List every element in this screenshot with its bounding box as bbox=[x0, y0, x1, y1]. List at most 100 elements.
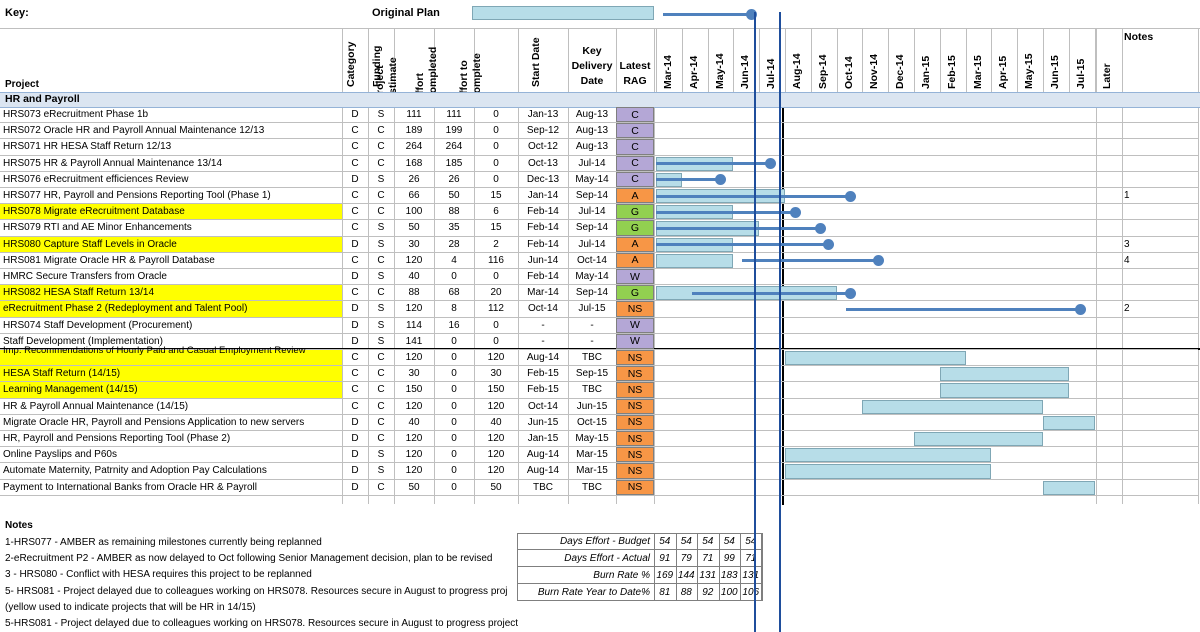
stats-value: 88 bbox=[680, 587, 692, 598]
row-divider bbox=[0, 397, 1198, 399]
start-cell: - bbox=[541, 319, 545, 331]
todo-cell: 50 bbox=[490, 481, 502, 493]
milestone-dot[interactable] bbox=[715, 174, 726, 186]
highlight-band bbox=[0, 301, 342, 317]
est-cell: 141 bbox=[405, 335, 423, 347]
key-delivery-line-2: Delivery bbox=[571, 60, 613, 72]
month-column-line bbox=[888, 28, 890, 92]
table-row[interactable]: Imp. Recommendations of Hourly Paid and … bbox=[0, 346, 1200, 367]
milestone-dot[interactable] bbox=[873, 255, 884, 267]
start-cell: Feb-14 bbox=[527, 238, 559, 250]
key-milestone-dot bbox=[746, 9, 757, 20]
project-name: Migrate Oracle HR, Payroll and Pensions … bbox=[3, 416, 305, 428]
plan-bar[interactable] bbox=[1043, 480, 1095, 495]
rag-cell: NS bbox=[616, 447, 654, 463]
project-name: HESA Staff Return (14/15) bbox=[3, 368, 121, 380]
rag-cell: W bbox=[616, 317, 654, 333]
done-cell: 50 bbox=[448, 190, 460, 202]
todo-cell: 120 bbox=[487, 433, 505, 445]
est-cell: 168 bbox=[405, 157, 423, 169]
month-header: Later bbox=[1100, 63, 1113, 89]
table-row[interactable]: Learning Management (14/15) C C 150 0 150 Feb-… bbox=[0, 382, 1200, 399]
plan-bar[interactable] bbox=[785, 448, 992, 463]
grid-column-line bbox=[368, 28, 369, 504]
rag-cell: W bbox=[616, 269, 654, 285]
table-row[interactable]: HRS079 RTI and AE Minor Enhancements C S 50… bbox=[0, 220, 1200, 237]
fund-cell: S bbox=[377, 319, 385, 331]
plan-bar[interactable] bbox=[939, 367, 1069, 382]
due-cell: Mar-15 bbox=[576, 465, 608, 477]
milestone-dot[interactable] bbox=[845, 287, 856, 299]
project-name: HRS080 Capture Staff Levels in Oracle bbox=[3, 238, 177, 250]
table-row[interactable]: HRS071 HR HESA Staff Return 12/13 C C 264 26… bbox=[0, 139, 1200, 156]
table-row[interactable]: HRS075 HR & Payroll Annual Maintenance 1… bbox=[0, 155, 1200, 172]
todo-cell: 0 bbox=[493, 109, 499, 121]
table-row[interactable]: Payment to International Banks from Orac… bbox=[0, 479, 1200, 496]
row-divider bbox=[0, 332, 1198, 334]
note-line: 2-eRecruitment P2 - AMBER as now delayed… bbox=[5, 553, 493, 565]
rag-cell: C bbox=[616, 155, 654, 171]
table-row[interactable]: HESA Staff Return (14/15) C C 30 0 30 Feb-15 Se… bbox=[0, 366, 1200, 383]
cat-cell: D bbox=[351, 433, 359, 445]
done-cell: 199 bbox=[445, 125, 463, 137]
project-name: Imp. Recommendations of Hourly Paid and … bbox=[3, 346, 306, 356]
stats-value: 54 bbox=[745, 536, 757, 547]
month-header: Apr-14 bbox=[687, 55, 700, 89]
todo-cell: 120 bbox=[487, 465, 505, 477]
todo-cell: 2 bbox=[493, 238, 499, 250]
highlight-band bbox=[0, 350, 342, 366]
row-divider bbox=[0, 478, 1198, 480]
stats-value: 131 bbox=[699, 570, 717, 581]
note-line: 5- HRS081 - Project delayed due to colle… bbox=[5, 585, 508, 597]
table-row[interactable]: Migrate Oracle HR, Payroll and Pensions … bbox=[0, 414, 1200, 431]
milestone-dot[interactable] bbox=[765, 158, 776, 170]
table-row[interactable]: Staff Development (Implementation) D S 141 0… bbox=[0, 333, 1200, 350]
fund-cell: S bbox=[377, 238, 385, 250]
table-row[interactable]: HRS080 Capture Staff Levels in Oracle D S 3… bbox=[0, 236, 1200, 253]
plan-bar[interactable] bbox=[939, 383, 1069, 398]
table-row[interactable]: HR & Payroll Annual Maintenance (14/15) C… bbox=[0, 398, 1200, 415]
milestone-dot[interactable] bbox=[815, 223, 826, 234]
table-row[interactable]: HRS082 HESA Staff Return 13/14 C C 88 68 20 Ma… bbox=[0, 285, 1200, 302]
table-row[interactable]: HRS074 Staff Development (Procurement) D S… bbox=[0, 317, 1200, 334]
table-row[interactable]: HR, Payroll and Pensions Reporting Tool … bbox=[0, 431, 1200, 448]
plan-bar[interactable] bbox=[785, 351, 966, 366]
plan-bar[interactable] bbox=[1043, 415, 1095, 430]
stats-value: 131 bbox=[742, 570, 760, 581]
row-divider bbox=[0, 154, 1198, 156]
table-row[interactable]: eRecruitment Phase 2 (Redeployment and T… bbox=[0, 301, 1200, 318]
done-cell: 0 bbox=[451, 271, 457, 283]
todo-cell: 0 bbox=[493, 271, 499, 283]
plan-bar[interactable] bbox=[914, 432, 1043, 447]
project-name: HRS072 Oracle HR and Payroll Annual Main… bbox=[3, 125, 265, 137]
table-row[interactable]: Automate Maternity, Patrnity and Adoptio… bbox=[0, 463, 1200, 480]
plan-bar[interactable] bbox=[862, 399, 1043, 414]
cat-cell: D bbox=[351, 449, 359, 461]
table-row[interactable]: HRS072 Oracle HR and Payroll Annual Main… bbox=[0, 123, 1200, 140]
table-row[interactable]: HMRC Secure Transfers from Oracle D S 40 0 0 F… bbox=[0, 269, 1200, 286]
stats-label: Days Effort - Actual bbox=[564, 553, 650, 564]
plan-bar[interactable] bbox=[785, 464, 992, 479]
stats-divider bbox=[517, 583, 762, 584]
current-date-marker bbox=[754, 12, 756, 632]
milestone-dot[interactable] bbox=[823, 239, 834, 251]
stats-col-line bbox=[718, 533, 720, 601]
done-cell: 68 bbox=[448, 287, 460, 299]
table-row[interactable]: HRS077 HR, Payroll and Pensions Reportin… bbox=[0, 188, 1200, 205]
rag-cell: NS bbox=[616, 382, 654, 398]
milestone-dot[interactable] bbox=[1075, 304, 1086, 315]
table-row[interactable]: HRS078 Migrate eRecruitment Database C C 10… bbox=[0, 204, 1200, 221]
milestone-dot[interactable] bbox=[790, 206, 801, 218]
due-cell: TBC bbox=[582, 384, 602, 396]
todo-cell: 0 bbox=[493, 335, 499, 347]
est-cell: 120 bbox=[405, 465, 423, 477]
table-row[interactable]: HRS076 eRecruitment efficiences Review D S… bbox=[0, 171, 1200, 188]
table-row[interactable]: Online Payslips and P60s D S 120 0 120 Aug-14 M… bbox=[0, 447, 1200, 464]
table-row[interactable]: HRS081 Migrate Oracle HR & Payroll Datab… bbox=[0, 252, 1200, 269]
plan-bar[interactable] bbox=[656, 253, 734, 268]
cat-cell: C bbox=[351, 352, 359, 364]
todo-cell: 0 bbox=[493, 157, 499, 169]
table-row[interactable]: HRS073 eRecruitment Phase 1b D S 111 111 0 Jan… bbox=[0, 107, 1200, 124]
milestone-dot[interactable] bbox=[845, 190, 856, 202]
est-cell: 120 bbox=[405, 254, 423, 266]
